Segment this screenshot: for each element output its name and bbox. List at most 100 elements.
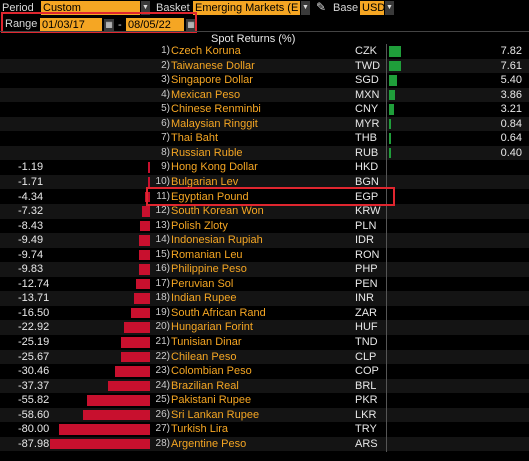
table-row[interactable]: 8) Russian Ruble RUB 0.40 [0, 145, 529, 161]
table-row[interactable]: -58.60 26) Sri Lankan Rupee LKR [0, 407, 529, 423]
positive-bar [389, 118, 391, 130]
table-row[interactable]: -1.71 10) Bulgarian Lev BGN [0, 174, 529, 190]
period-select[interactable]: Custom [41, 1, 140, 15]
table-header: Spot Returns (%) [0, 31, 529, 45]
currency-name[interactable]: Peruvian Sol [171, 277, 234, 290]
currency-code: INR [355, 292, 374, 305]
currency-name[interactable]: South Korean Won [171, 205, 264, 218]
negative-bar [107, 380, 150, 392]
value-label: 7.61 [500, 59, 522, 72]
base-select[interactable]: USD [360, 1, 384, 15]
negative-bar [141, 206, 150, 217]
negative-bar [123, 322, 150, 333]
currency-name[interactable]: Chinese Renminbi [171, 103, 261, 116]
table-row[interactable]: -9.74 15) Romanian Leu RON [0, 248, 529, 263]
table-row[interactable]: 6) Malaysian Ringgit MYR 0.84 [0, 116, 529, 132]
table-row[interactable]: -1.19 9) Hong Kong Dollar HKD [0, 160, 529, 175]
currency-name[interactable]: Russian Ruble [171, 146, 243, 159]
chart-title: Spot Returns (%) [211, 33, 296, 45]
edit-pencil-icon[interactable]: ✎ [316, 0, 327, 14]
table-row[interactable]: -25.67 22) Chilean Peso CLP [0, 349, 529, 365]
currency-name[interactable]: Hungarian Forint [171, 321, 253, 334]
range-separator: - [118, 19, 122, 31]
value-label: -87.98 [18, 437, 50, 450]
table-row[interactable]: -9.83 16) Philippine Peso PHP [0, 262, 529, 277]
currency-name[interactable]: Argentine Peso [171, 437, 247, 450]
currency-name[interactable]: Czech Koruna [171, 45, 241, 57]
rank-number: 13) [155, 219, 170, 231]
table-row[interactable]: 3) Singapore Dollar SGD 5.40 [0, 73, 529, 88]
currency-name[interactable]: Hong Kong Dollar [171, 161, 258, 174]
currency-name[interactable]: Sri Lankan Rupee [171, 408, 260, 421]
table-row[interactable]: -25.19 21) Tunisian Dinar TND [0, 335, 529, 350]
negative-bar [59, 424, 150, 435]
currency-name[interactable]: Tunisian Dinar [171, 336, 242, 348]
table-row[interactable]: 4) Mexican Peso MXN 3.86 [0, 87, 529, 103]
rank-number: 12) [155, 205, 170, 217]
table-row[interactable]: -37.37 24) Brazilian Real BRL [0, 378, 529, 394]
currency-name[interactable]: Indian Rupee [171, 292, 237, 305]
currency-name[interactable]: Indonesian Rupiah [171, 234, 263, 247]
rank-number: 23) [155, 365, 170, 377]
currency-name[interactable]: Brazilian Real [171, 379, 239, 392]
currency-code: ARS [355, 437, 378, 450]
table-row[interactable]: -12.74 17) Peruvian Sol PEN [0, 277, 529, 292]
rank-number: 7) [161, 132, 170, 144]
start-calendar-icon[interactable]: ▦ [104, 19, 114, 31]
table-row[interactable]: -7.32 12) South Korean Won KRW [0, 204, 529, 219]
currency-name[interactable]: Philippine Peso [171, 263, 247, 276]
table-row[interactable]: -22.92 20) Hungarian Forint HUF [0, 320, 529, 335]
end-calendar-icon[interactable]: ▦ [186, 19, 196, 31]
currency-code: HUF [355, 321, 378, 334]
value-label: -4.34 [18, 190, 44, 203]
currency-name[interactable]: Bulgarian Lev [171, 175, 239, 188]
table-row[interactable]: 5) Chinese Renminbi CNY 3.21 [0, 102, 529, 117]
table-row[interactable]: -8.43 13) Polish Zloty PLN [0, 219, 529, 234]
negative-bar [140, 220, 150, 232]
table-row[interactable]: -30.46 23) Colombian Peso COP [0, 364, 529, 379]
currency-name[interactable]: South African Rand [171, 306, 266, 319]
currency-code: PHP [355, 263, 378, 276]
currency-name[interactable]: Turkish Lira [171, 423, 229, 436]
value-label: -55.82 [18, 394, 50, 407]
zero-axis-line [386, 44, 387, 452]
basket-dropdown-icon[interactable]: ▼ [301, 1, 310, 15]
table-row[interactable]: -87.98 28) Argentine Peso ARS [0, 436, 529, 452]
table-row[interactable]: -55.82 25) Pakistani Rupee PKR [0, 393, 529, 408]
table-row[interactable]: 1) Czech Koruna CZK 7.82 [0, 44, 529, 59]
currency-name[interactable]: Thai Baht [171, 132, 219, 145]
range-label: Range [5, 18, 38, 30]
currency-code: BGN [355, 175, 379, 188]
base-dropdown-icon[interactable]: ▼ [385, 1, 394, 15]
currency-code: TWD [355, 59, 381, 72]
currency-name[interactable]: Pakistani Rupee [171, 394, 252, 407]
table-row[interactable]: -80.00 27) Turkish Lira TRY [0, 422, 529, 437]
positive-bar [389, 60, 401, 72]
currency-name[interactable]: Taiwanese Dollar [171, 59, 255, 72]
table-row[interactable]: -16.50 19) South African Rand ZAR [0, 306, 529, 321]
currency-name[interactable]: Singapore Dollar [171, 74, 253, 87]
basket-select[interactable]: Emerging Markets (E [193, 1, 300, 15]
currency-name[interactable]: Romanian Leu [171, 248, 243, 261]
value-label: 3.86 [500, 88, 522, 101]
table-row[interactable]: 7) Thai Baht THB 0.64 [0, 131, 529, 146]
currency-name[interactable]: Malaysian Ringgit [171, 117, 258, 130]
value-label: -58.60 [18, 408, 50, 421]
currency-name[interactable]: Polish Zloty [171, 219, 228, 232]
positive-bar [389, 89, 395, 101]
range-start-input[interactable]: 01/03/17 [40, 18, 102, 32]
value-label: 3.21 [500, 103, 522, 116]
table-row[interactable]: -9.49 14) Indonesian Rupiah IDR [0, 233, 529, 248]
value-label: -25.67 [18, 350, 50, 363]
negative-bar [138, 264, 150, 275]
range-end-input[interactable]: 08/05/22 [126, 18, 184, 32]
currency-name[interactable]: Egyptian Pound [171, 190, 249, 203]
currency-code: MXN [355, 88, 380, 101]
currency-name[interactable]: Colombian Peso [171, 365, 252, 378]
currency-code: EGP [355, 190, 379, 203]
table-row[interactable]: 2) Taiwanese Dollar TWD 7.61 [0, 58, 529, 74]
currency-name[interactable]: Chilean Peso [171, 350, 237, 363]
period-dropdown-icon[interactable]: ▼ [141, 1, 150, 15]
table-row[interactable]: -13.71 18) Indian Rupee INR [0, 291, 529, 306]
currency-name[interactable]: Mexican Peso [171, 88, 241, 101]
